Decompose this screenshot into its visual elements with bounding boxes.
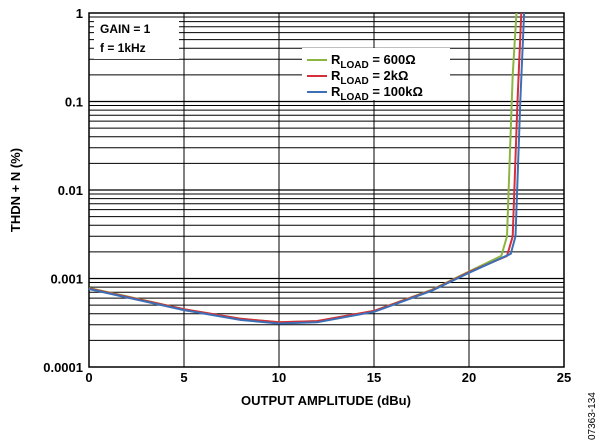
y-axis-ticks: 0.0001 0.001 0.01 0.1 1 xyxy=(43,6,83,375)
gridlines xyxy=(89,13,564,367)
legend-label-3: RLOAD = 100kΩ xyxy=(331,84,423,103)
x-tick-label: 5 xyxy=(180,370,187,385)
x-tick-label: 15 xyxy=(367,370,381,385)
x-tick-label: 25 xyxy=(557,370,571,385)
x-tick-label: 10 xyxy=(272,370,286,385)
annotation-frequency: f = 1kHz xyxy=(100,41,146,55)
y-tick-label: 0.001 xyxy=(50,272,83,287)
x-axis-title: OUTPUT AMPLITUDE (dBu) xyxy=(241,393,411,408)
annotation-box xyxy=(94,19,179,59)
annotation-gain: GAIN = 1 xyxy=(100,22,151,36)
plot-frame xyxy=(88,12,565,368)
figure-id: 07363-134 xyxy=(587,392,598,440)
y-tick-label: 0.01 xyxy=(58,183,83,198)
data-series xyxy=(88,12,526,325)
x-tick-label: 20 xyxy=(462,370,476,385)
x-axis-ticks: 0 5 10 15 20 25 xyxy=(85,370,571,385)
y-tick-label: 1 xyxy=(76,6,83,21)
legend-label-1: RLOAD = 600Ω xyxy=(331,52,416,71)
y-tick-label: 0.1 xyxy=(65,95,83,110)
x-tick-label: 0 xyxy=(85,370,92,385)
y-axis-title: THDN + N (%) xyxy=(8,148,23,232)
series-line-3 xyxy=(88,12,526,325)
y-tick-label: 0.0001 xyxy=(43,360,83,375)
legend-label-2: RLOAD = 2kΩ xyxy=(331,68,408,87)
